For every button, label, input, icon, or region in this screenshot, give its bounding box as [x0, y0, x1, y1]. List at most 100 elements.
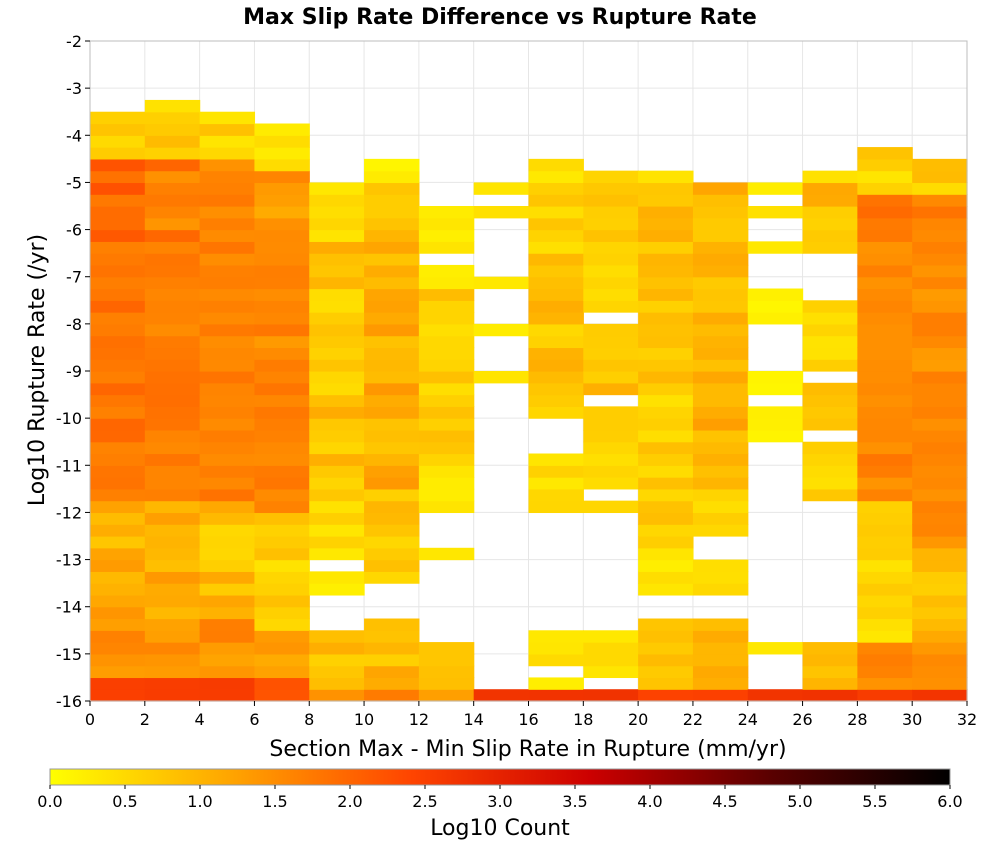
heatmap-cell	[692, 406, 749, 419]
heatmap-cell	[912, 500, 968, 514]
heatmap-cell	[912, 335, 968, 349]
heatmap-cell	[692, 371, 749, 384]
heatmap-cell	[144, 206, 201, 219]
heatmap-cell	[90, 512, 146, 525]
heatmap-cell	[583, 229, 639, 242]
heatmap-cell	[638, 288, 694, 301]
heatmap-cell	[90, 394, 146, 407]
heatmap-cell	[364, 488, 420, 502]
heatmap-cell	[418, 653, 475, 667]
heatmap-cell	[857, 453, 913, 466]
heatmap-cell	[857, 571, 913, 584]
heatmap-cell	[692, 618, 749, 631]
heatmap-cell	[90, 323, 146, 337]
heatmap-cell	[528, 194, 584, 207]
heatmap-cell	[144, 194, 201, 207]
heatmap-cell	[638, 335, 694, 349]
heatmap-cell	[364, 536, 420, 549]
heatmap-cell	[90, 253, 146, 266]
heatmap-cell	[802, 465, 858, 478]
heatmap-cell	[528, 653, 584, 667]
heatmap-cell	[692, 323, 749, 337]
heatmap-cell	[364, 264, 420, 278]
colorbar-tick-label: 2.5	[412, 792, 437, 811]
heatmap-cell	[912, 312, 968, 325]
heatmap-cell	[912, 594, 968, 608]
heatmap-cell	[802, 182, 858, 195]
heatmap-cell	[364, 618, 420, 631]
heatmap-cell	[364, 406, 420, 419]
heatmap-cell	[638, 371, 694, 384]
colorbar-tick-label: 0.5	[112, 792, 137, 811]
heatmap-cell	[199, 441, 256, 455]
heatmap-cell	[692, 300, 749, 313]
heatmap-cell	[583, 206, 639, 219]
x-tick-label: 0	[85, 710, 95, 729]
heatmap-cell	[418, 276, 475, 290]
heatmap-cell	[364, 300, 420, 313]
heatmap-cell	[583, 241, 639, 254]
x-tick-label: 2	[140, 710, 150, 729]
heatmap-cell	[638, 583, 694, 596]
heatmap-cell	[90, 182, 146, 195]
heatmap-cell	[692, 276, 749, 290]
heatmap-cell	[364, 665, 420, 679]
heatmap-cell	[199, 335, 256, 349]
heatmap-cell	[364, 677, 420, 690]
heatmap-cell	[692, 512, 749, 525]
heatmap-cell	[199, 382, 256, 396]
heatmap-cell	[254, 288, 310, 301]
heatmap-cell	[144, 135, 201, 148]
heatmap-cell	[912, 253, 968, 266]
colorbar-tick-label: 5.0	[787, 792, 812, 811]
heatmap-cell	[912, 512, 968, 525]
heatmap-cell	[144, 312, 201, 325]
heatmap-cell	[199, 371, 256, 384]
heatmap-cell	[144, 571, 201, 584]
x-tick-label: 10	[354, 710, 374, 729]
heatmap-cell	[857, 594, 913, 608]
heatmap-cell	[418, 394, 475, 407]
heatmap-cell	[254, 206, 310, 219]
heatmap-cell	[364, 312, 420, 325]
heatmap-cell	[418, 465, 475, 478]
x-tick-label: 12	[409, 710, 429, 729]
y-tick-label: -7	[66, 268, 82, 287]
heatmap-cell	[528, 453, 584, 466]
heatmap-cell	[199, 524, 256, 537]
x-tick-label: 30	[902, 710, 922, 729]
heatmap-cell	[638, 347, 694, 360]
heatmap-cell	[528, 217, 584, 231]
heatmap-cell	[528, 253, 584, 266]
heatmap-cell	[912, 300, 968, 313]
heatmap-cell	[638, 241, 694, 254]
heatmap-cell	[90, 264, 146, 278]
heatmap-cell	[254, 653, 310, 667]
heatmap-cell	[254, 347, 310, 360]
heatmap-cell	[912, 429, 968, 443]
heatmap-cell	[254, 123, 310, 136]
heatmap-cell	[309, 441, 365, 455]
heatmap-cell	[692, 394, 749, 407]
heatmap-cell	[418, 217, 475, 231]
heatmap-cell	[692, 465, 749, 478]
heatmap-cell	[309, 642, 365, 655]
heatmap-cell	[802, 206, 858, 219]
heatmap-cell	[912, 382, 968, 396]
x-tick-label: 32	[957, 710, 977, 729]
heatmap-cell	[583, 276, 639, 290]
heatmap-cell	[199, 394, 256, 407]
heatmap-cell	[90, 135, 146, 148]
heatmap-cell	[144, 347, 201, 360]
heatmap-cell	[90, 418, 146, 431]
heatmap-cell	[747, 371, 804, 384]
heatmap-cell	[364, 547, 420, 561]
y-tick-label: -2	[66, 32, 82, 51]
heatmap-cell	[583, 453, 639, 466]
colorbar-tick-label: 1.0	[187, 792, 212, 811]
heatmap-cell	[583, 264, 639, 278]
y-axis-ticks: -2 -3 -4 -5 -6 -7 -8 -9 -10 -11 -12 -13 -14 -15 -16	[56, 32, 90, 711]
heatmap-cell	[912, 477, 968, 490]
heatmap-cell	[364, 689, 420, 702]
heatmap-cell	[802, 359, 858, 372]
